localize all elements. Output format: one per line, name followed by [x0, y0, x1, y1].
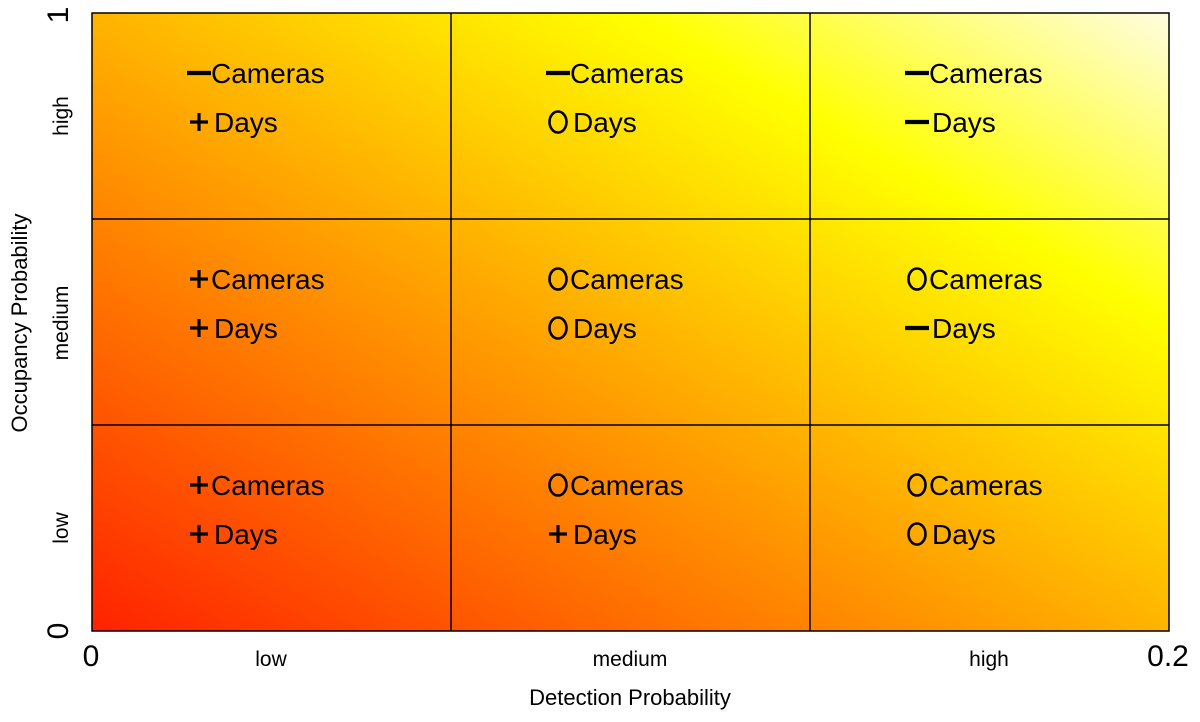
x-axis-tick-label: low	[255, 648, 287, 671]
cell-item-label: Days	[932, 519, 996, 550]
cell-low-occupancy-high-detection: Cameras Days	[907, 470, 1043, 550]
cell-medium-occupancy-high-detection: Cameras Days	[905, 264, 1043, 344]
cell-low-occupancy-low-detection: Cameras Days	[190, 470, 325, 550]
zero-sign-icon	[907, 473, 927, 497]
zero-sign-icon	[548, 267, 568, 291]
zero-sign-icon	[548, 473, 568, 497]
plus-sign-icon	[190, 525, 208, 543]
cell-item-label: Cameras	[929, 58, 1043, 89]
y-axis-min-label: 0	[42, 623, 75, 640]
cell-item-label: Cameras	[570, 58, 684, 89]
cell-item-label: Cameras	[570, 470, 684, 501]
cell-item-label: Cameras	[929, 470, 1043, 501]
plus-sign-icon	[549, 525, 567, 543]
y-axis-tick-label: medium	[50, 286, 73, 361]
cell-item-label: Days	[573, 107, 637, 138]
plus-sign-icon	[190, 319, 208, 337]
cell-high-occupancy-high-detection: Cameras Days	[905, 58, 1043, 138]
zero-sign-icon	[907, 522, 927, 546]
cell-item-label: Cameras	[570, 264, 684, 295]
cell-high-occupancy-low-detection: Cameras Days	[187, 58, 325, 138]
plus-sign-icon	[190, 270, 208, 288]
zero-sign-icon	[907, 267, 927, 291]
x-axis-max-label: 0.2	[1147, 640, 1189, 673]
x-axis-tick-label: high	[969, 648, 1009, 671]
plot-background	[91, 12, 1170, 632]
y-axis-max-label: 1	[42, 7, 75, 24]
grid-lines	[92, 13, 1169, 631]
plus-sign-icon	[190, 113, 208, 131]
cell-item-label: Days	[214, 313, 278, 344]
y-axis-title: Occupancy Probability	[7, 214, 32, 433]
plus-sign-icon	[190, 476, 208, 494]
cell-high-occupancy-medium-detection: Cameras Days	[546, 58, 684, 138]
cell-item-label: Cameras	[929, 264, 1043, 295]
zero-sign-icon	[548, 110, 568, 134]
cells: CamerasDaysCamerasDaysCamerasDaysCameras…	[187, 58, 1043, 550]
x-axis-category-labels: low medium high	[255, 648, 1009, 671]
y-axis-tick-label: low	[50, 511, 73, 543]
cell-item-label: Days	[214, 107, 278, 138]
y-axis-category-labels: low medium high	[50, 96, 73, 544]
cell-item-label: Days	[573, 519, 637, 550]
cell-item-label: Cameras	[211, 58, 325, 89]
x-axis-title: Detection Probability	[529, 685, 731, 710]
cell-item-label: Cameras	[211, 264, 325, 295]
cell-item-label: Days	[214, 519, 278, 550]
x-axis-min-label: 0	[83, 640, 100, 673]
cell-item-label: Days	[573, 313, 637, 344]
x-axis-tick-label: medium	[593, 648, 668, 671]
y-axis-tick-label: high	[50, 96, 73, 136]
cell-item-label: Days	[932, 107, 996, 138]
cell-item-label: Cameras	[211, 470, 325, 501]
cell-item-label: Days	[932, 313, 996, 344]
cell-low-occupancy-medium-detection: Cameras Days	[548, 470, 684, 550]
zero-sign-icon	[548, 316, 568, 340]
cell-medium-occupancy-low-detection: Cameras Days	[190, 264, 325, 344]
cell-medium-occupancy-medium-detection: Cameras Days	[548, 264, 684, 344]
